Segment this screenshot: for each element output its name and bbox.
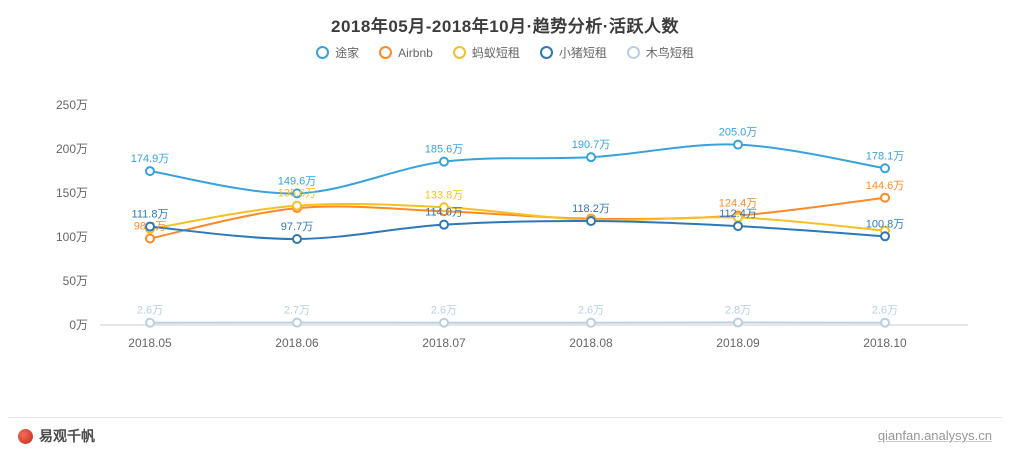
- y-tick-label: 200万: [56, 142, 88, 156]
- data-point-tujia[interactable]: [145, 166, 155, 177]
- data-label-tujia: 178.1万: [866, 150, 905, 162]
- y-tick-label: 150万: [56, 186, 88, 200]
- data-point-xiaozhu-duanzu[interactable]: [733, 221, 743, 232]
- series-line-mayi-duanzu: [149, 202, 886, 232]
- data-point-muniao-duanzu[interactable]: [586, 317, 596, 328]
- data-point-tujia[interactable]: [880, 163, 890, 174]
- legend-label: 途家: [335, 46, 360, 60]
- chart[interactable]: 0万 50万 100万 150万 200万 250万 2018.05 2018.06 2018.…: [0, 70, 1010, 380]
- legend-marker-icon: [379, 46, 393, 59]
- legend-item-airbnb[interactable]: Airbnb: [379, 46, 433, 60]
- legend-label: Airbnb: [398, 45, 433, 60]
- legend-label: 小猪短租: [558, 46, 607, 60]
- y-tick-label: 0万: [69, 318, 88, 332]
- data-label-muniao-duanzu: 2.7万: [284, 305, 310, 317]
- series-line-tujia: [149, 143, 886, 195]
- data-point-muniao-duanzu[interactable]: [733, 317, 743, 328]
- y-tick-label: 100万: [56, 230, 88, 244]
- data-label-mayi-duanzu: 133.8万: [425, 189, 464, 201]
- data-point-tujia[interactable]: [292, 188, 302, 199]
- data-label-xiaozhu-duanzu: 118.2万: [572, 203, 610, 215]
- data-point-tujia[interactable]: [586, 152, 596, 163]
- data-point-xiaozhu-duanzu[interactable]: [145, 221, 155, 232]
- data-label-muniao-duanzu: 2.6万: [431, 305, 457, 317]
- data-label-airbnb: 124.4万: [719, 198, 758, 210]
- x-tick-label: 2018.08: [569, 336, 613, 350]
- data-label-muniao-duanzu: 2.8万: [725, 305, 751, 317]
- data-point-xiaozhu-duanzu[interactable]: [292, 234, 302, 245]
- site-link[interactable]: qianfan.analysys.cn: [877, 428, 992, 443]
- footer-divider: [8, 417, 1002, 418]
- data-label-tujia: 149.6万: [278, 175, 317, 187]
- brand: 易观千帆: [18, 426, 95, 446]
- data-label-xiaozhu-duanzu: 111.8万: [132, 209, 169, 221]
- data-point-muniao-duanzu[interactable]: [292, 317, 302, 328]
- legend-marker-icon: [316, 46, 330, 59]
- data-point-airbnb[interactable]: [145, 233, 155, 244]
- x-tick-label: 2018.07: [422, 336, 466, 350]
- x-tick-label: 2018.09: [716, 336, 760, 350]
- chart-title: 2018年05月-2018年10月·趋势分析·活跃人数: [331, 17, 679, 36]
- data-point-mayi-duanzu[interactable]: [439, 202, 449, 213]
- series-line-airbnb: [149, 196, 886, 240]
- data-label-muniao-duanzu: 2.6万: [578, 305, 604, 317]
- data-point-muniao-duanzu[interactable]: [439, 317, 449, 328]
- data-label-xiaozhu-duanzu: 97.7万: [281, 221, 313, 233]
- data-label-muniao-duanzu: 2.6万: [137, 305, 163, 317]
- data-label-tujia: 174.9万: [131, 153, 170, 165]
- data-label-tujia: 185.6万: [425, 144, 464, 156]
- data-point-xiaozhu-duanzu[interactable]: [880, 231, 890, 242]
- data-label-airbnb: 144.6万: [866, 180, 905, 192]
- legend-item-muniao-duanzu[interactable]: 木鸟短租: [626, 44, 694, 61]
- data-label-muniao-duanzu: 2.6万: [872, 305, 898, 317]
- data-label-tujia: 205.0万: [719, 127, 758, 139]
- brand-logo-icon: [18, 428, 33, 444]
- data-point-tujia[interactable]: [733, 139, 743, 150]
- data-label-mayi-duanzu: 135.6万: [278, 188, 317, 200]
- x-tick-label: 2018.06: [275, 336, 319, 350]
- x-tick-label: 2018.10: [863, 336, 907, 350]
- legend-marker-icon: [626, 46, 640, 59]
- data-point-muniao-duanzu[interactable]: [880, 317, 890, 328]
- legend-marker-icon: [539, 46, 553, 59]
- legend-item-tujia[interactable]: 途家: [316, 44, 359, 61]
- legend: 途家 Airbnb 蚂蚁短租 小猪短租 木鸟短租: [0, 44, 1010, 61]
- data-label-xiaozhu-duanzu: 112.4万: [719, 208, 757, 220]
- data-label-xiaozhu-duanzu: 114.0万: [425, 207, 463, 219]
- y-tick-label: 250万: [56, 98, 88, 112]
- y-tick-label: 50万: [63, 274, 88, 288]
- legend-label: 蚂蚁短租: [471, 46, 520, 60]
- x-tick-label: 2018.05: [128, 336, 172, 350]
- data-point-airbnb[interactable]: [880, 192, 890, 203]
- data-point-xiaozhu-duanzu[interactable]: [439, 219, 449, 230]
- legend-label: 木鸟短租: [645, 46, 694, 60]
- legend-marker-icon: [452, 46, 466, 59]
- data-label-xiaozhu-duanzu: 100.8万: [866, 218, 905, 230]
- data-point-mayi-duanzu[interactable]: [292, 200, 302, 211]
- brand-name: 易观千帆: [39, 428, 95, 444]
- data-point-muniao-duanzu[interactable]: [145, 317, 155, 328]
- data-point-tujia[interactable]: [439, 156, 449, 167]
- legend-item-xiaozhu-duanzu[interactable]: 小猪短租: [539, 44, 607, 61]
- data-point-xiaozhu-duanzu[interactable]: [586, 215, 596, 226]
- series-line-xiaozhu-duanzu: [149, 219, 886, 241]
- legend-item-mayi-duanzu[interactable]: 蚂蚁短租: [452, 44, 520, 61]
- data-label-tujia: 190.7万: [572, 139, 611, 151]
